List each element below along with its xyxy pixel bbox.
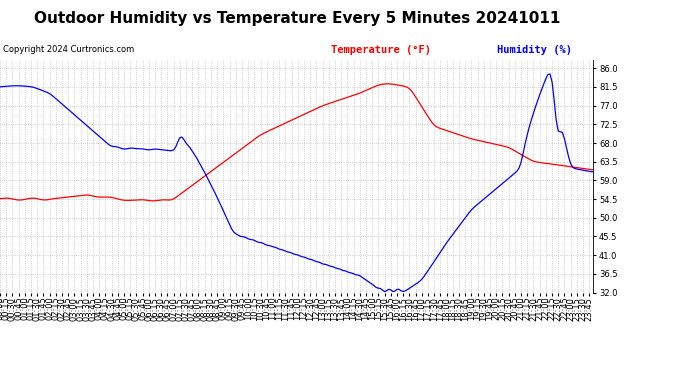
Text: Humidity (%): Humidity (%) (497, 45, 572, 55)
Text: Outdoor Humidity vs Temperature Every 5 Minutes 20241011: Outdoor Humidity vs Temperature Every 5 … (34, 11, 560, 26)
Text: Temperature (°F): Temperature (°F) (331, 45, 431, 55)
Text: Copyright 2024 Curtronics.com: Copyright 2024 Curtronics.com (3, 45, 135, 54)
